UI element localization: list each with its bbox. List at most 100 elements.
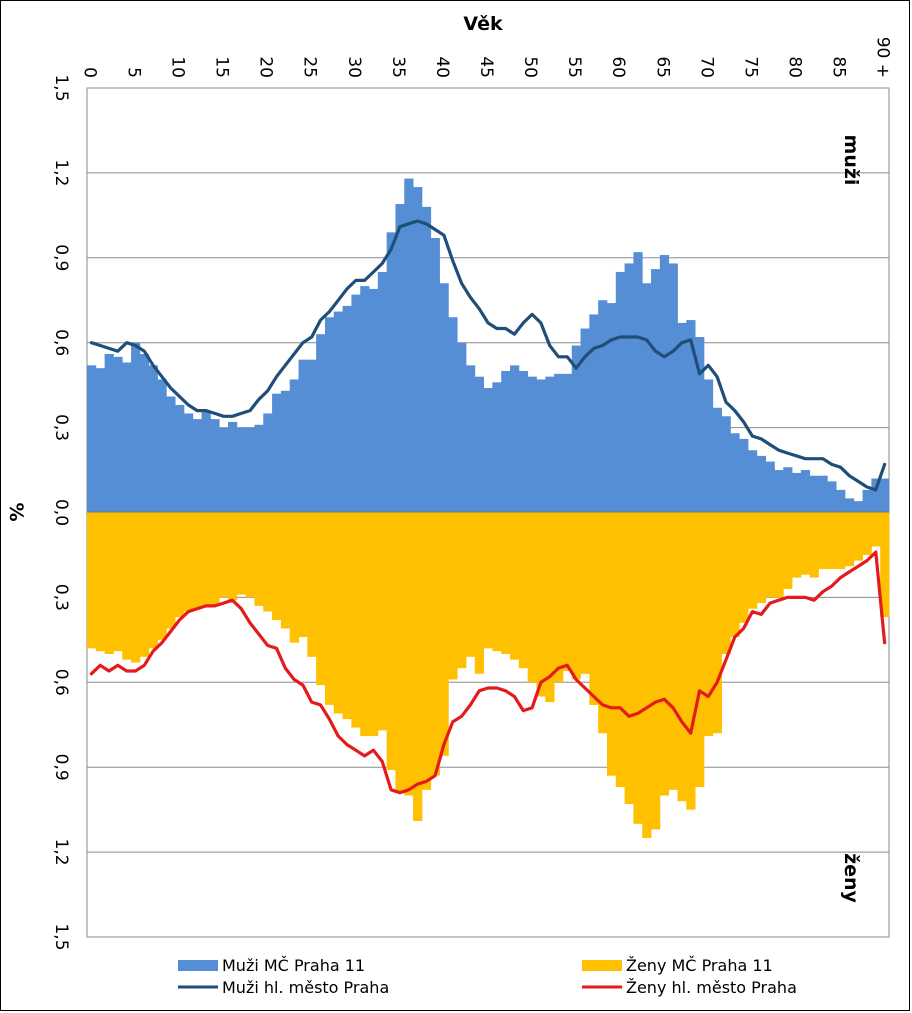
bar-women-district [853, 512, 863, 561]
age-tick-label: 90 + [873, 37, 893, 78]
value-tick-label: 0,9 [51, 754, 71, 781]
line-series [89, 219, 887, 795]
bar-men-district [245, 427, 255, 513]
age-tick-label: 70 [696, 56, 716, 78]
bar-women-district [836, 512, 846, 570]
bar-women-district [342, 512, 352, 720]
bar-men-district [263, 413, 273, 513]
bar-men-district [730, 433, 740, 513]
bar-men-district [236, 427, 247, 513]
bar-women-district [880, 512, 890, 618]
bar-men-district [104, 354, 114, 513]
bar-men-district [624, 263, 634, 513]
bar-men-district [131, 342, 141, 513]
legend-label-women-city: Ženy hl. město Praha [626, 978, 797, 997]
value-tick-labels: 1,5 1,2 0,9 0,6 0,3 0,0 0,3 0,6 0,9 1,2 1,5 [51, 74, 71, 950]
age-tick-label: 5 [124, 67, 144, 78]
bar-men-district [465, 365, 476, 513]
age-tick-label: 10 [168, 56, 188, 78]
bar-women-district [686, 512, 696, 810]
age-tick-label: 55 [564, 56, 584, 78]
bar-men-district [166, 396, 176, 513]
age-tick-label: 20 [256, 56, 276, 78]
bar-women-district [668, 512, 678, 790]
bar-men-district [272, 393, 282, 513]
legend-label-women-district: Ženy MČ Praha 11 [626, 956, 773, 975]
bar-men-district [421, 206, 432, 513]
bar-men-district [818, 475, 828, 513]
bar-men-district [703, 379, 714, 513]
bar-men-district [201, 410, 211, 513]
bar-men-district [562, 373, 573, 513]
age-tick-label: 35 [388, 56, 408, 78]
line-women-city [89, 550, 887, 795]
bar-women-district [633, 512, 643, 824]
bar-women-district [527, 512, 537, 683]
bar-women-district [236, 512, 247, 595]
bar-men-district [307, 359, 317, 513]
age-tick-label: 65 [652, 56, 672, 78]
bar-men-district [589, 314, 599, 513]
bar-women-district [474, 512, 484, 674]
legend-swatch-men-district [178, 960, 218, 971]
bar-women-district [800, 512, 811, 575]
bar-women-district [316, 512, 326, 686]
bar-women-district [677, 512, 687, 802]
bar-men-district [474, 376, 484, 513]
bar-men-district [289, 379, 299, 513]
bar-women-district [809, 512, 819, 578]
bar-women-district [598, 512, 608, 734]
bar-women-district [377, 512, 388, 731]
age-tick-label: 50 [520, 56, 540, 78]
bar-men-district [324, 317, 335, 513]
bar-men-district [457, 342, 467, 513]
value-tick-label: 0,3 [51, 584, 71, 611]
bar-men-district [606, 303, 617, 513]
bar-women-district [783, 512, 793, 589]
age-tick-labels: 0 5 10 15 20 25 30 35 40 45 50 55 60 65 70 75 80 85 90 + [79, 37, 892, 78]
bar-women-district [210, 512, 220, 606]
bar-men-district [192, 419, 202, 513]
bar-men-district [747, 450, 758, 513]
bar-women-district [562, 512, 573, 671]
age-tick-label: 0 [79, 67, 99, 78]
bar-men-district [175, 404, 185, 513]
value-tick-label: 0,6 [51, 329, 71, 356]
bar-men-district [571, 345, 581, 513]
bar-women-district [175, 512, 185, 618]
value-tick-label: 0,0 [51, 499, 71, 526]
bar-men-district [254, 424, 264, 513]
bar-men-district [492, 382, 502, 513]
men-section-label: muži [840, 135, 862, 186]
bar-women-district [545, 512, 555, 703]
line-men-city [89, 219, 887, 492]
bar-men-district [721, 416, 731, 513]
bar-women-district [862, 512, 872, 555]
bar-men-district [774, 470, 784, 513]
bar-men-district [695, 337, 705, 513]
value-tick-label: 0,3 [51, 414, 71, 441]
bar-men-district [827, 481, 837, 513]
bar-women-district [430, 512, 440, 776]
bar-women-district [448, 512, 458, 680]
age-tick-label: 30 [344, 56, 364, 78]
bar-women-district [712, 512, 722, 734]
bar-women-district [642, 512, 652, 838]
bar-men-district [395, 204, 405, 513]
bar-men-district [351, 294, 361, 513]
bar-women-district [219, 512, 229, 598]
bar-men-district [580, 328, 590, 513]
bar-men-district [183, 413, 194, 513]
bar-women-district [774, 512, 784, 598]
bar-men-district [157, 379, 167, 513]
bar-men-district [404, 178, 414, 513]
bar-men-district [792, 472, 802, 513]
bar-women-district [554, 512, 564, 683]
bar-men-district [651, 269, 661, 513]
bar-men-district [659, 254, 670, 513]
bar-men-district [739, 438, 749, 513]
bar-women-district [730, 512, 740, 638]
bar-women-district [404, 512, 414, 796]
